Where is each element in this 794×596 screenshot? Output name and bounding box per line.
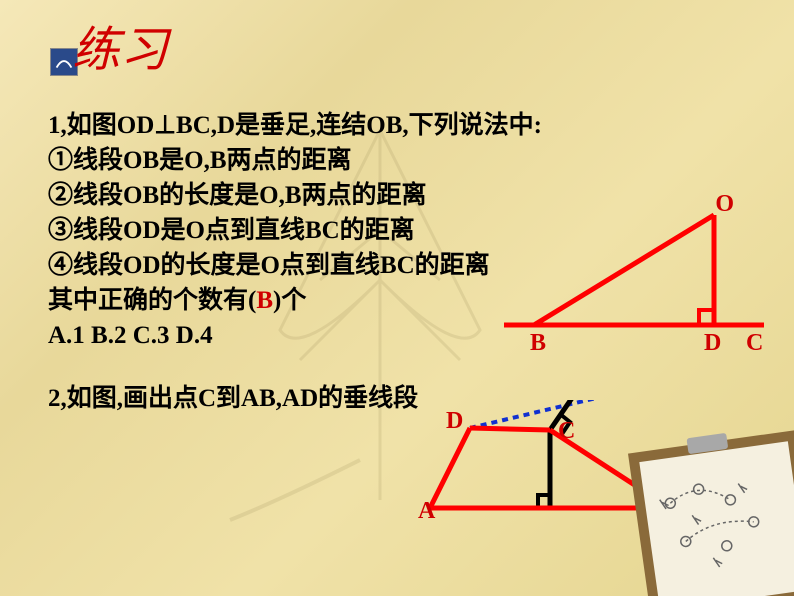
label-D: D — [704, 330, 721, 357]
label-C: C — [746, 330, 763, 357]
diagram-1: O B D C — [494, 195, 774, 365]
question-1: 1,如图OD⊥BC,D是垂足,连结OB,下列说法中: ①线段OB是O,B两点的距… — [48, 108, 542, 353]
q1-line1: 1,如图OD⊥BC,D是垂足,连结OB,下列说法中: — [48, 108, 542, 143]
question-2: 2,如图,画出点C到AB,AD的垂线段 — [48, 378, 418, 414]
label-O: O — [715, 191, 734, 218]
q1-line6a: 其中正确的个数有( — [48, 287, 256, 314]
label-B: B — [530, 330, 546, 357]
clipboard-icon — [614, 416, 794, 596]
label-A2: A — [418, 498, 435, 525]
q1-line4: ③线段OD是O点到直线BC的距离 — [48, 213, 542, 248]
label-D2: D — [446, 408, 463, 435]
q1-line3: ②线段OB的长度是O,B两点的距离 — [48, 178, 542, 213]
q1-line6: 其中正确的个数有(B)个 — [48, 283, 542, 318]
page-title: 练习 — [72, 10, 168, 80]
q1-line5: ④线段OD的长度是O点到直线BC的距离 — [48, 248, 542, 283]
q1-line2: ①线段OB是O,B两点的距离 — [48, 143, 542, 178]
q1-line6b: )个 — [273, 287, 306, 314]
q1-answer: B — [256, 287, 273, 314]
q1-options: A.1 B.2 C.3 D.4 — [48, 318, 542, 353]
label-C2: C — [558, 418, 575, 445]
